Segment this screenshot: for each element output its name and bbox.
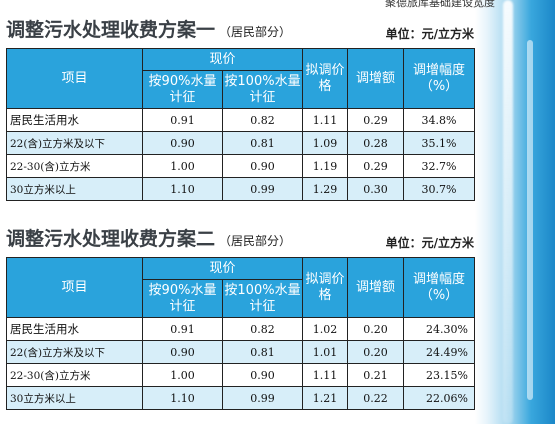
row-rate: 22.06%	[403, 386, 475, 410]
row-proposed: 1.11	[302, 108, 348, 132]
row-increase: 0.28	[347, 131, 404, 155]
header-price-90: 按90%水量计征	[142, 70, 223, 109]
row-rate: 30.7%	[403, 177, 475, 201]
row-proposed: 1.19	[302, 154, 348, 178]
row-proposed: 1.09	[302, 131, 348, 155]
table-row: 30立方米以上 1.10 0.99 1.21 0.22 22.06%	[6, 386, 475, 410]
header-price-100: 按100%水量计征	[222, 279, 303, 318]
row-increase: 0.30	[347, 177, 404, 201]
plan-one-subtitle: （居民部分）	[219, 25, 292, 39]
row-price-90: 1.10	[142, 386, 223, 410]
row-rate: 23.15%	[403, 363, 475, 387]
row-rate: 34.8%	[403, 108, 475, 132]
header-increase: 调增额	[347, 257, 404, 318]
row-price-100: 0.82	[222, 317, 303, 341]
row-price-90: 0.91	[142, 317, 223, 341]
row-price-100: 0.81	[222, 340, 303, 364]
plan-two-table: 项目 现价 拟调价格 调增额 调增幅度（%） 按90%水量计征 按100%水量计…	[6, 257, 475, 410]
table-row: 居民生活用水 0.91 0.82 1.02 0.20 24.30%	[6, 317, 475, 341]
row-proposed: 1.02	[302, 317, 348, 341]
row-proposed: 1.11	[302, 363, 348, 387]
header-current-price: 现价	[142, 257, 303, 280]
row-increase: 0.29	[347, 108, 404, 132]
table-row: 30立方米以上 1.10 0.99 1.29 0.30 30.7%	[6, 177, 475, 201]
header-current-price: 现价	[142, 48, 303, 71]
row-item: 22(含)立方米及以下	[6, 131, 143, 155]
plan-one-unit: 单位：元/立方米	[385, 27, 474, 41]
row-rate: 24.49%	[403, 340, 475, 364]
table-row: 22-30(含)立方米 1.00 0.90 1.11 0.21 23.15%	[6, 363, 475, 387]
plan-two-subtitle: （居民部分）	[219, 234, 292, 248]
row-price-90: 0.91	[142, 108, 223, 132]
row-item: 居民生活用水	[6, 108, 143, 132]
plan-one-title: 调整污水处理收费方案一 （居民部分）	[6, 15, 291, 42]
row-rate: 24.30%	[403, 317, 475, 341]
row-price-100: 0.90	[222, 363, 303, 387]
plan-two-section: 调整污水处理收费方案二 （居民部分） 单位：元/立方米 项目 现价 拟调价格 调增…	[6, 223, 475, 410]
row-rate: 35.1%	[403, 131, 475, 155]
table-row: 22(含)立方米及以下 0.90 0.81 1.09 0.28 35.1%	[6, 131, 475, 155]
row-price-100: 0.99	[222, 386, 303, 410]
header-price-90: 按90%水量计征	[142, 279, 223, 318]
row-price-100: 0.81	[222, 131, 303, 155]
row-item: 居民生活用水	[6, 317, 143, 341]
header-proposed-price: 拟调价格	[302, 257, 348, 318]
header-item: 项目	[6, 48, 143, 109]
row-price-100: 0.90	[222, 154, 303, 178]
plan-two-title-text: 调整污水处理收费方案二	[6, 228, 216, 250]
plan-one-section: 调整污水处理收费方案一 （居民部分） 单位：元/立方米 项目 现价 拟调价格 调增…	[6, 14, 475, 201]
plan-one-table: 项目 现价 拟调价格 调增额 调增幅度（%） 按90%水量计征 按100%水量计…	[6, 48, 475, 201]
row-increase: 0.20	[347, 317, 404, 341]
row-item: 30立方米以上	[6, 386, 143, 410]
row-item: 22-30(含)立方米	[6, 154, 143, 178]
plan-one-title-text: 调整污水处理收费方案一	[6, 19, 216, 41]
row-proposed: 1.29	[302, 177, 348, 201]
table-row: 居民生活用水 0.91 0.82 1.11 0.29 34.8%	[6, 108, 475, 132]
row-price-90: 1.00	[142, 363, 223, 387]
row-increase: 0.29	[347, 154, 404, 178]
row-increase: 0.21	[347, 363, 404, 387]
plan-one-title-row: 调整污水处理收费方案一 （居民部分） 单位：元/立方米	[6, 14, 474, 48]
water-decoration	[475, 0, 555, 424]
header-item: 项目	[6, 257, 143, 318]
header-increase-rate: 调增幅度（%）	[403, 48, 475, 109]
row-price-100: 0.82	[222, 108, 303, 132]
plan-two-unit: 单位：元/立方米	[385, 236, 474, 250]
header-increase: 调增额	[347, 48, 404, 109]
plan-two-title-row: 调整污水处理收费方案二 （居民部分） 单位：元/立方米	[6, 223, 474, 257]
row-item: 22-30(含)立方米	[6, 363, 143, 387]
plan-two-title: 调整污水处理收费方案二 （居民部分）	[6, 224, 291, 251]
row-item: 30立方米以上	[6, 177, 143, 201]
row-price-90: 1.10	[142, 177, 223, 201]
row-proposed: 1.01	[302, 340, 348, 364]
table-row: 22-30(含)立方米 1.00 0.90 1.19 0.29 32.7%	[6, 154, 475, 178]
row-price-90: 0.90	[142, 340, 223, 364]
row-price-90: 1.00	[142, 154, 223, 178]
row-price-90: 0.90	[142, 131, 223, 155]
row-increase: 0.20	[347, 340, 404, 364]
header-snippet: 聚德旅库基础建设宽度	[385, 0, 495, 9]
row-item: 22(含)立方米及以下	[6, 340, 143, 364]
header-price-100: 按100%水量计征	[222, 70, 303, 109]
row-proposed: 1.21	[302, 386, 348, 410]
table-row: 22(含)立方米及以下 0.90 0.81 1.01 0.20 24.49%	[6, 340, 475, 364]
row-increase: 0.22	[347, 386, 404, 410]
header-increase-rate: 调增幅度（%）	[403, 257, 475, 318]
row-rate: 32.7%	[403, 154, 475, 178]
header-proposed-price: 拟调价格	[302, 48, 348, 109]
row-price-100: 0.99	[222, 177, 303, 201]
